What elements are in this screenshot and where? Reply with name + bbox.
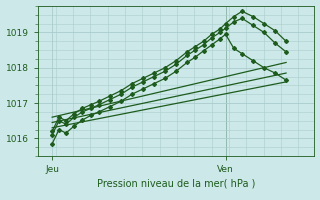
X-axis label: Pression niveau de la mer( hPa ): Pression niveau de la mer( hPa ): [97, 178, 255, 188]
